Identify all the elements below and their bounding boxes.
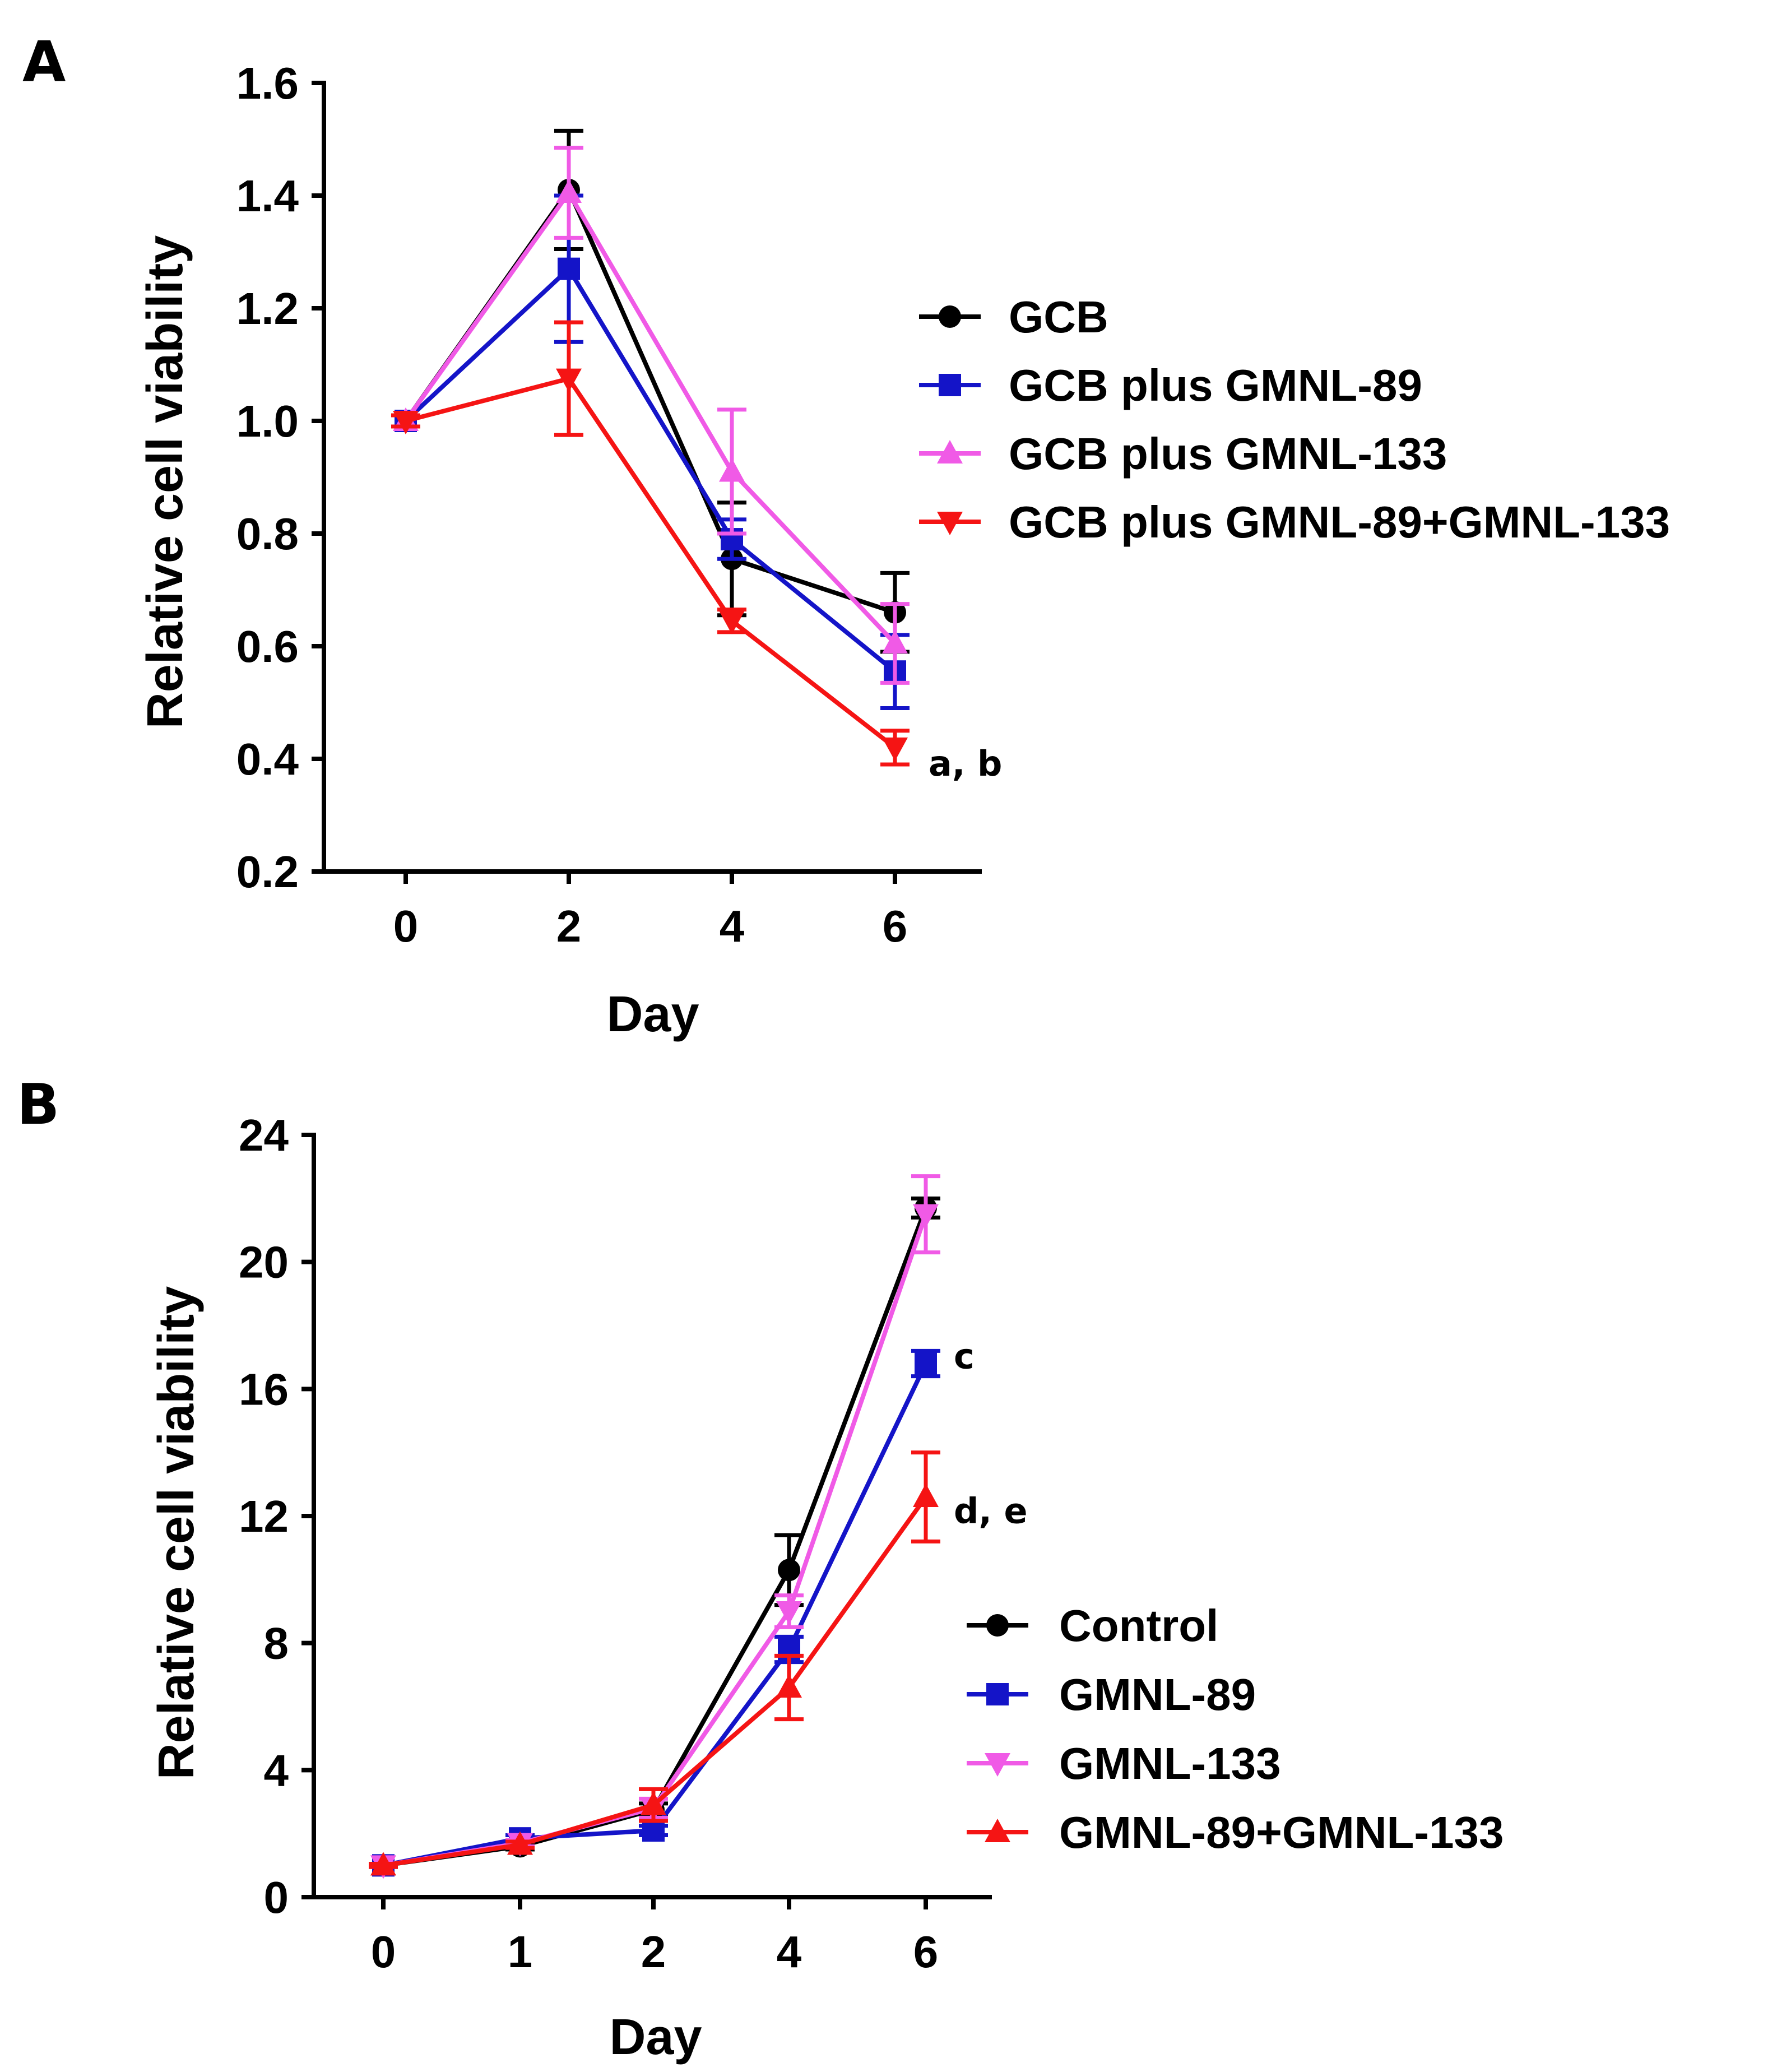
legend-label: GCB plus GMNL-133 — [1009, 429, 1447, 479]
x-tick-label: 0 — [393, 901, 419, 951]
legend-entry: GCB plus GMNL-89 — [919, 360, 1422, 410]
legend-entry: GCB plus GMNL-89+GMNL-133 — [919, 497, 1670, 547]
data-point — [556, 179, 582, 203]
series-gmnl-133 — [369, 1174, 940, 1879]
series-gcb-plus-gmnl-89-gmnl-133 — [391, 320, 910, 767]
data-point — [393, 411, 419, 434]
annotation-label: c — [954, 1336, 975, 1377]
legend-label: GCB — [1009, 292, 1108, 342]
x-tick-label: 4 — [777, 1927, 802, 1977]
y-tick-label: 0.8 — [236, 509, 299, 559]
series-line — [405, 376, 897, 750]
panel-b-legend: Control GMNL-89 GMNL-133 GMNL-89+GMNL-133 — [967, 1601, 1504, 1857]
y-tick-label: 16 — [239, 1364, 289, 1414]
panel-a-x-axis-title: Day — [606, 986, 699, 1042]
panel-a-axes: 0.2 0.4 0.6 0.8 1.0 1.2 1.4 1.6 0 2 4 6 — [236, 58, 982, 951]
data-point — [882, 629, 908, 653]
y-tick-label: 1.2 — [236, 284, 299, 333]
legend-entry: Control — [967, 1601, 1218, 1651]
x-tick-label: 1 — [508, 1927, 533, 1977]
data-point — [776, 1674, 802, 1698]
panel-a-legend: GCB GCB plus GMNL-89 GCB plus GMNL-133 GCB … — [919, 292, 1670, 547]
series-line — [403, 188, 897, 645]
y-tick-label: 0.4 — [236, 734, 299, 784]
annotation-label: d, e — [954, 1490, 1028, 1531]
x-tick-label: 6 — [913, 1927, 939, 1977]
y-tick-label: 20 — [239, 1237, 289, 1287]
panel-a-chart: A 0.20.40.60.81.01.21.41.60 2 4 6 a, b GCBG… — [22, 29, 1670, 1042]
data-point — [507, 1831, 533, 1855]
panel-a-series: a, b — [391, 128, 1002, 784]
annotation-label: a, b — [929, 743, 1002, 784]
legend-marker — [937, 512, 963, 535]
series-control — [369, 1196, 940, 1877]
x-tick-label: 2 — [556, 901, 582, 951]
x-tick-label: 4 — [720, 901, 745, 951]
panel-a-y-axis-title: Relative cell viability — [137, 235, 193, 729]
panel-b-label: B — [17, 1072, 59, 1137]
data-point — [913, 1204, 939, 1228]
legend-entry: GMNL-133 — [967, 1739, 1281, 1788]
x-tick-label: 0 — [371, 1927, 396, 1977]
legend-marker — [939, 374, 961, 396]
data-point — [719, 610, 745, 634]
data-point — [556, 368, 582, 392]
y-tick-label: 0.2 — [236, 847, 299, 897]
data-point — [719, 458, 745, 482]
y-tick-label: 8 — [264, 1619, 289, 1668]
data-point — [913, 1484, 939, 1507]
series-gcb-plus-gmnl-133 — [391, 146, 910, 685]
series-gmnl-89-gmnl-133 — [369, 1450, 940, 1876]
data-point — [370, 1852, 396, 1876]
data-point — [558, 257, 580, 280]
legend-entry: GMNL-89+GMNL-133 — [967, 1807, 1504, 1857]
y-tick-label: 4 — [264, 1745, 289, 1795]
y-tick-label: 0.6 — [236, 622, 299, 671]
legend-label: Control — [1059, 1601, 1218, 1651]
data-point — [882, 737, 908, 761]
y-tick-label: 1.6 — [236, 58, 299, 108]
legend-marker — [937, 440, 963, 463]
y-tick-label: 0 — [264, 1872, 289, 1922]
legend-marker — [985, 1753, 1010, 1777]
legend-entry: GCB — [919, 292, 1108, 342]
y-tick-label: 1.0 — [236, 396, 299, 446]
panel-b-y-axis-title: Relative cell viability — [149, 1286, 205, 1779]
data-point — [641, 1791, 666, 1815]
legend-entry: GMNL-89 — [967, 1670, 1256, 1719]
legend-marker — [939, 305, 961, 328]
legend-marker — [986, 1683, 1009, 1705]
series-gcb-plus-gmnl-89 — [391, 193, 910, 711]
data-point — [778, 1559, 800, 1582]
legend-marker — [986, 1614, 1009, 1637]
legend-marker — [985, 1819, 1010, 1842]
panel-a-label: A — [22, 29, 66, 95]
legend-label: GCB plus GMNL-89+GMNL-133 — [1009, 497, 1670, 547]
panel-b-series: c d, e — [369, 1174, 1028, 1879]
series-line — [404, 265, 897, 674]
panel-b-x-axis-title: Day — [609, 2009, 702, 2065]
legend-entry: GCB plus GMNL-133 — [919, 429, 1447, 479]
series-line — [383, 1213, 928, 1868]
legend-label: GMNL-89 — [1059, 1670, 1256, 1719]
x-tick-label: 6 — [883, 901, 908, 951]
data-point — [776, 1601, 802, 1625]
legend-label: GCB plus GMNL-89 — [1009, 360, 1422, 410]
data-point — [642, 1819, 665, 1842]
legend-label: GMNL-89+GMNL-133 — [1059, 1807, 1504, 1857]
x-tick-label: 2 — [641, 1927, 666, 1977]
y-tick-label: 1.4 — [236, 171, 299, 221]
data-point — [915, 1352, 937, 1375]
y-tick-label: 12 — [239, 1491, 289, 1541]
legend-label: GMNL-133 — [1059, 1739, 1281, 1788]
y-tick-label: 24 — [239, 1110, 289, 1160]
